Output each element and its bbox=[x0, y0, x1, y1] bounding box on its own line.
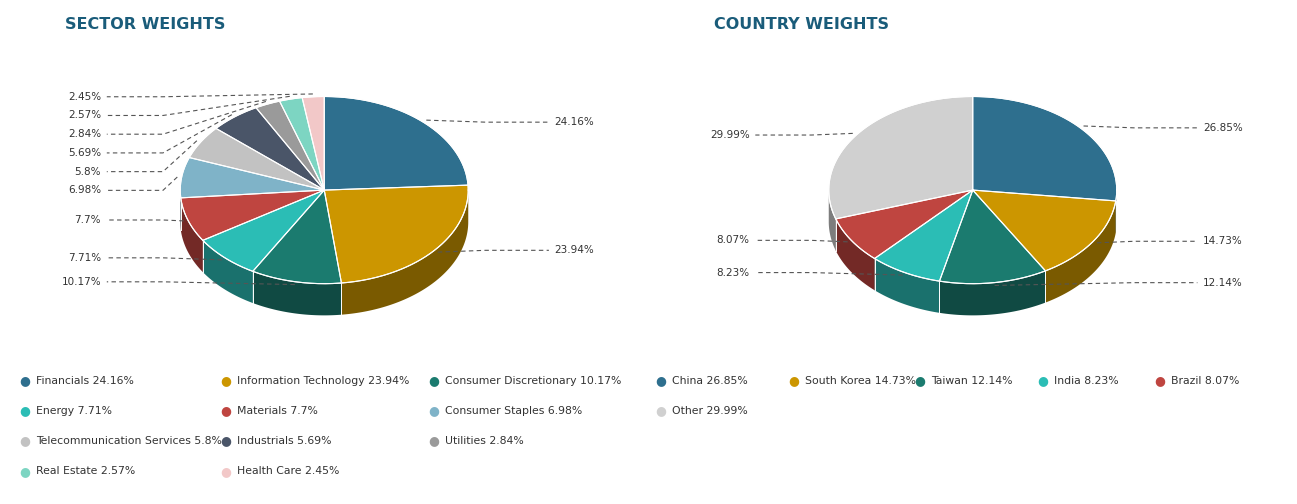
Polygon shape bbox=[302, 96, 324, 190]
Text: 7.7%: 7.7% bbox=[74, 215, 101, 225]
Text: 14.73%: 14.73% bbox=[1204, 236, 1243, 246]
Text: Consumer Discretionary 10.17%: Consumer Discretionary 10.17% bbox=[445, 375, 621, 386]
Text: Health Care 2.45%: Health Care 2.45% bbox=[237, 466, 340, 476]
Text: Consumer Staples 6.98%: Consumer Staples 6.98% bbox=[445, 406, 582, 416]
Polygon shape bbox=[256, 101, 324, 190]
Text: ●: ● bbox=[428, 434, 438, 448]
Text: Taiwan 12.14%: Taiwan 12.14% bbox=[931, 375, 1013, 386]
Text: 8.23%: 8.23% bbox=[716, 268, 750, 278]
Polygon shape bbox=[180, 158, 324, 198]
Polygon shape bbox=[324, 96, 468, 190]
Polygon shape bbox=[973, 96, 1117, 201]
Polygon shape bbox=[829, 190, 835, 250]
Text: ●: ● bbox=[1038, 374, 1048, 387]
Text: ●: ● bbox=[655, 404, 665, 417]
Polygon shape bbox=[939, 190, 1045, 284]
Polygon shape bbox=[280, 98, 324, 190]
Text: 12.14%: 12.14% bbox=[1204, 278, 1243, 288]
Polygon shape bbox=[253, 190, 341, 284]
Polygon shape bbox=[189, 129, 324, 190]
Text: ●: ● bbox=[220, 465, 231, 478]
Polygon shape bbox=[253, 271, 341, 316]
Text: 24.16%: 24.16% bbox=[555, 117, 594, 127]
Text: 23.94%: 23.94% bbox=[555, 245, 594, 256]
Polygon shape bbox=[324, 185, 468, 283]
Text: Materials 7.7%: Materials 7.7% bbox=[237, 406, 318, 416]
Polygon shape bbox=[835, 190, 973, 259]
Polygon shape bbox=[973, 190, 1115, 271]
Text: Information Technology 23.94%: Information Technology 23.94% bbox=[237, 375, 410, 386]
Text: ●: ● bbox=[19, 434, 30, 448]
Text: COUNTRY WEIGHTS: COUNTRY WEIGHTS bbox=[713, 17, 888, 32]
Text: Real Estate 2.57%: Real Estate 2.57% bbox=[36, 466, 136, 476]
Polygon shape bbox=[939, 271, 1045, 316]
Text: 29.99%: 29.99% bbox=[709, 130, 750, 140]
Text: ●: ● bbox=[19, 465, 30, 478]
Text: 8.07%: 8.07% bbox=[716, 235, 750, 245]
Polygon shape bbox=[341, 190, 468, 314]
Text: ●: ● bbox=[789, 374, 799, 387]
Text: Financials 24.16%: Financials 24.16% bbox=[36, 375, 134, 386]
Text: 2.45%: 2.45% bbox=[67, 92, 101, 102]
Text: 10.17%: 10.17% bbox=[61, 277, 101, 287]
Polygon shape bbox=[202, 240, 253, 303]
Text: ●: ● bbox=[428, 374, 438, 387]
Text: 2.84%: 2.84% bbox=[67, 129, 101, 139]
Text: Utilities 2.84%: Utilities 2.84% bbox=[445, 436, 524, 446]
Text: SECTOR WEIGHTS: SECTOR WEIGHTS bbox=[65, 17, 226, 32]
Polygon shape bbox=[215, 108, 324, 190]
Text: 7.71%: 7.71% bbox=[67, 253, 101, 263]
Text: ●: ● bbox=[19, 404, 30, 417]
Text: ●: ● bbox=[220, 374, 231, 387]
Text: Other 29.99%: Other 29.99% bbox=[672, 406, 747, 416]
Text: ●: ● bbox=[655, 374, 665, 387]
Text: Telecommunication Services 5.8%: Telecommunication Services 5.8% bbox=[36, 436, 222, 446]
Polygon shape bbox=[180, 198, 202, 272]
Polygon shape bbox=[874, 190, 973, 281]
Text: India 8.23%: India 8.23% bbox=[1054, 375, 1119, 386]
Text: China 26.85%: China 26.85% bbox=[672, 375, 747, 386]
Text: 2.57%: 2.57% bbox=[67, 110, 101, 120]
Polygon shape bbox=[180, 190, 324, 240]
Text: 5.8%: 5.8% bbox=[74, 167, 101, 176]
Text: 5.69%: 5.69% bbox=[67, 148, 101, 158]
Polygon shape bbox=[835, 219, 874, 290]
Text: South Korea 14.73%: South Korea 14.73% bbox=[805, 375, 917, 386]
Polygon shape bbox=[1045, 201, 1115, 302]
Text: Brazil 8.07%: Brazil 8.07% bbox=[1171, 375, 1240, 386]
Text: ●: ● bbox=[428, 404, 438, 417]
Text: ●: ● bbox=[220, 434, 231, 448]
Text: ●: ● bbox=[1154, 374, 1165, 387]
Text: 6.98%: 6.98% bbox=[67, 185, 101, 196]
Text: Industrials 5.69%: Industrials 5.69% bbox=[237, 436, 332, 446]
Polygon shape bbox=[874, 259, 939, 313]
Text: Energy 7.71%: Energy 7.71% bbox=[36, 406, 113, 416]
Polygon shape bbox=[829, 96, 973, 219]
Text: 26.85%: 26.85% bbox=[1204, 123, 1243, 133]
Text: ●: ● bbox=[19, 374, 30, 387]
Text: ●: ● bbox=[220, 404, 231, 417]
Polygon shape bbox=[202, 190, 324, 271]
Text: ●: ● bbox=[914, 374, 925, 387]
